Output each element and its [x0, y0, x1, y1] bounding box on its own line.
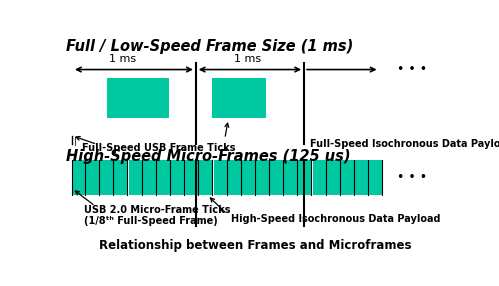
- Text: 1 ms: 1 ms: [109, 54, 136, 64]
- Bar: [214, 160, 227, 195]
- Bar: [327, 160, 340, 195]
- Text: Relationship between Frames and Microframes: Relationship between Frames and Microfra…: [99, 239, 412, 252]
- Bar: [114, 160, 127, 195]
- Bar: [107, 78, 169, 118]
- Bar: [242, 160, 255, 195]
- Bar: [200, 160, 213, 195]
- Bar: [143, 160, 156, 195]
- Text: Full-Speed USB Frame Ticks: Full-Speed USB Frame Ticks: [82, 143, 235, 153]
- Bar: [185, 160, 198, 195]
- Text: High-Speed Micro-Frames (125 us): High-Speed Micro-Frames (125 us): [66, 149, 351, 164]
- Bar: [298, 160, 311, 195]
- Bar: [72, 160, 85, 195]
- Bar: [270, 160, 283, 195]
- Bar: [341, 160, 354, 195]
- Bar: [212, 78, 266, 118]
- Bar: [284, 160, 297, 195]
- Text: USB 2.0 Micro-Frame Ticks: USB 2.0 Micro-Frame Ticks: [84, 205, 230, 215]
- Bar: [129, 160, 142, 195]
- Bar: [312, 160, 325, 195]
- Text: Full-Speed Isochronous Data Payload: Full-Speed Isochronous Data Payload: [310, 139, 499, 149]
- Text: |: |: [74, 137, 77, 146]
- Bar: [100, 160, 113, 195]
- Text: 1 ms: 1 ms: [234, 54, 261, 64]
- Bar: [369, 160, 382, 195]
- Text: • • •: • • •: [397, 171, 427, 184]
- Bar: [86, 160, 99, 195]
- Text: High-Speed Isochronous Data Payload: High-Speed Isochronous Data Payload: [231, 214, 440, 224]
- Bar: [256, 160, 269, 195]
- Text: (1/8ᵗʰ Full-Speed Frame): (1/8ᵗʰ Full-Speed Frame): [84, 216, 218, 226]
- Bar: [228, 160, 241, 195]
- Text: • • •: • • •: [397, 63, 427, 76]
- Bar: [171, 160, 184, 195]
- Bar: [355, 160, 368, 195]
- Bar: [157, 160, 170, 195]
- Text: Full / Low-Speed Frame Size (1 ms): Full / Low-Speed Frame Size (1 ms): [66, 39, 353, 54]
